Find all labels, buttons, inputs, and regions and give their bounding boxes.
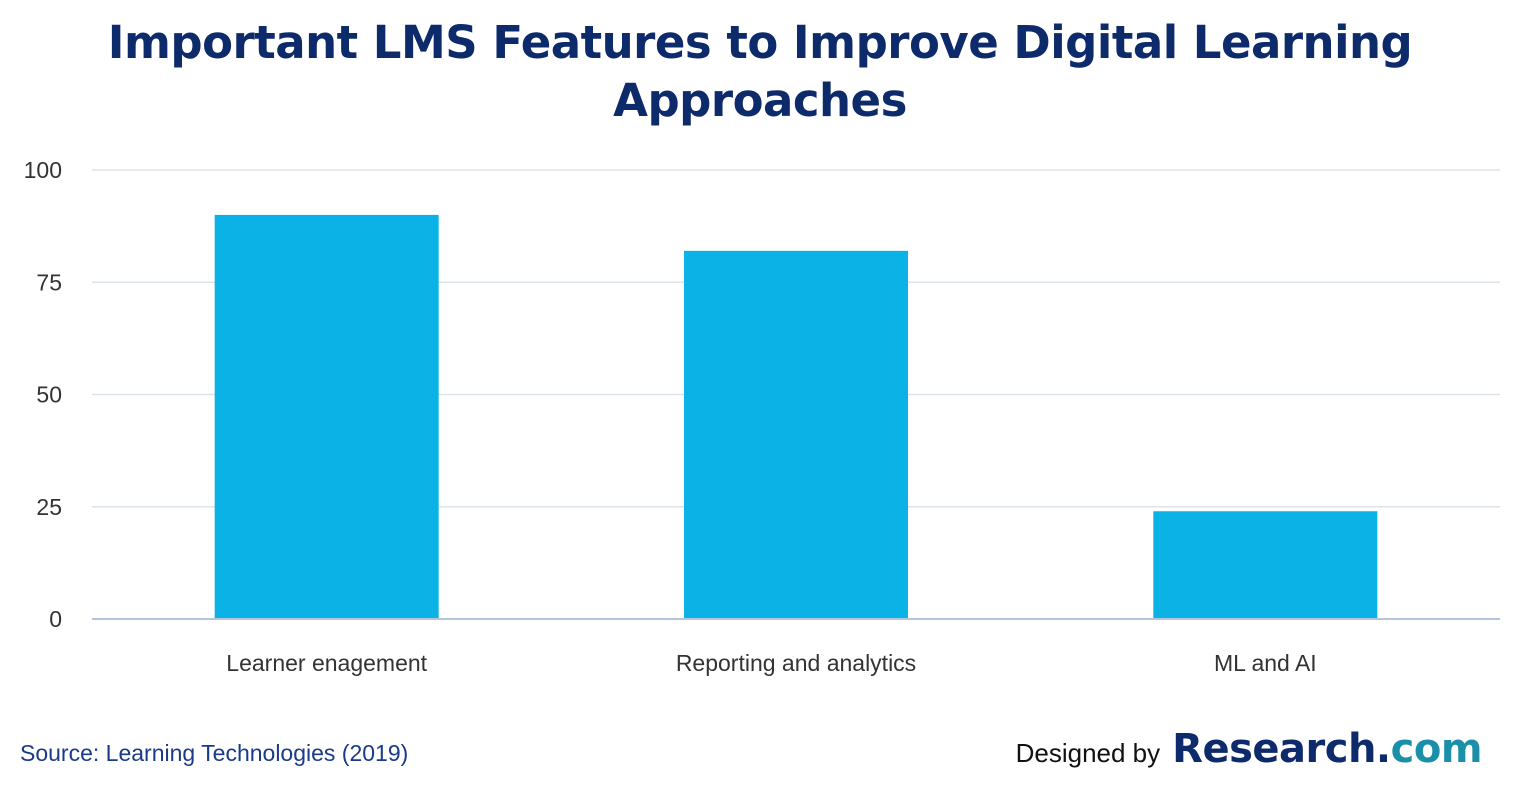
x-tick-label: Learner enagement: [226, 650, 427, 676]
brand-tld: com: [1390, 726, 1483, 772]
bar-learner-enagement: [214, 214, 439, 619]
x-tick-label: Reporting and analytics: [676, 650, 916, 676]
bar-reporting-and-analytics: [684, 250, 908, 619]
bar-ml-and-ai: [1153, 511, 1378, 619]
brand-dot: .: [1375, 726, 1391, 772]
y-tick-label: 0: [49, 606, 62, 632]
y-axis-ticks: 0 25 50 75 100: [24, 157, 62, 632]
research-com-logo[interactable]: Research.com: [1172, 726, 1482, 772]
x-axis-labels: Learner enagement Reporting and analytics…: [226, 650, 1316, 676]
designed-by-credit: Designed by Research.com: [1015, 726, 1483, 772]
y-tick-label: 25: [36, 494, 62, 520]
source-note: Source: Learning Technologies (2019): [20, 740, 409, 766]
designed-by-label: Designed by: [1015, 738, 1161, 768]
y-tick-label: 75: [36, 269, 62, 295]
x-tick-label: ML and AI: [1214, 650, 1317, 676]
brand-name: Research: [1172, 726, 1376, 772]
y-tick-label: 100: [24, 157, 62, 183]
chart-title: Important LMS Features to Improve Digita…: [107, 16, 1413, 127]
y-tick-label: 50: [36, 382, 62, 408]
bars: [214, 214, 1378, 619]
